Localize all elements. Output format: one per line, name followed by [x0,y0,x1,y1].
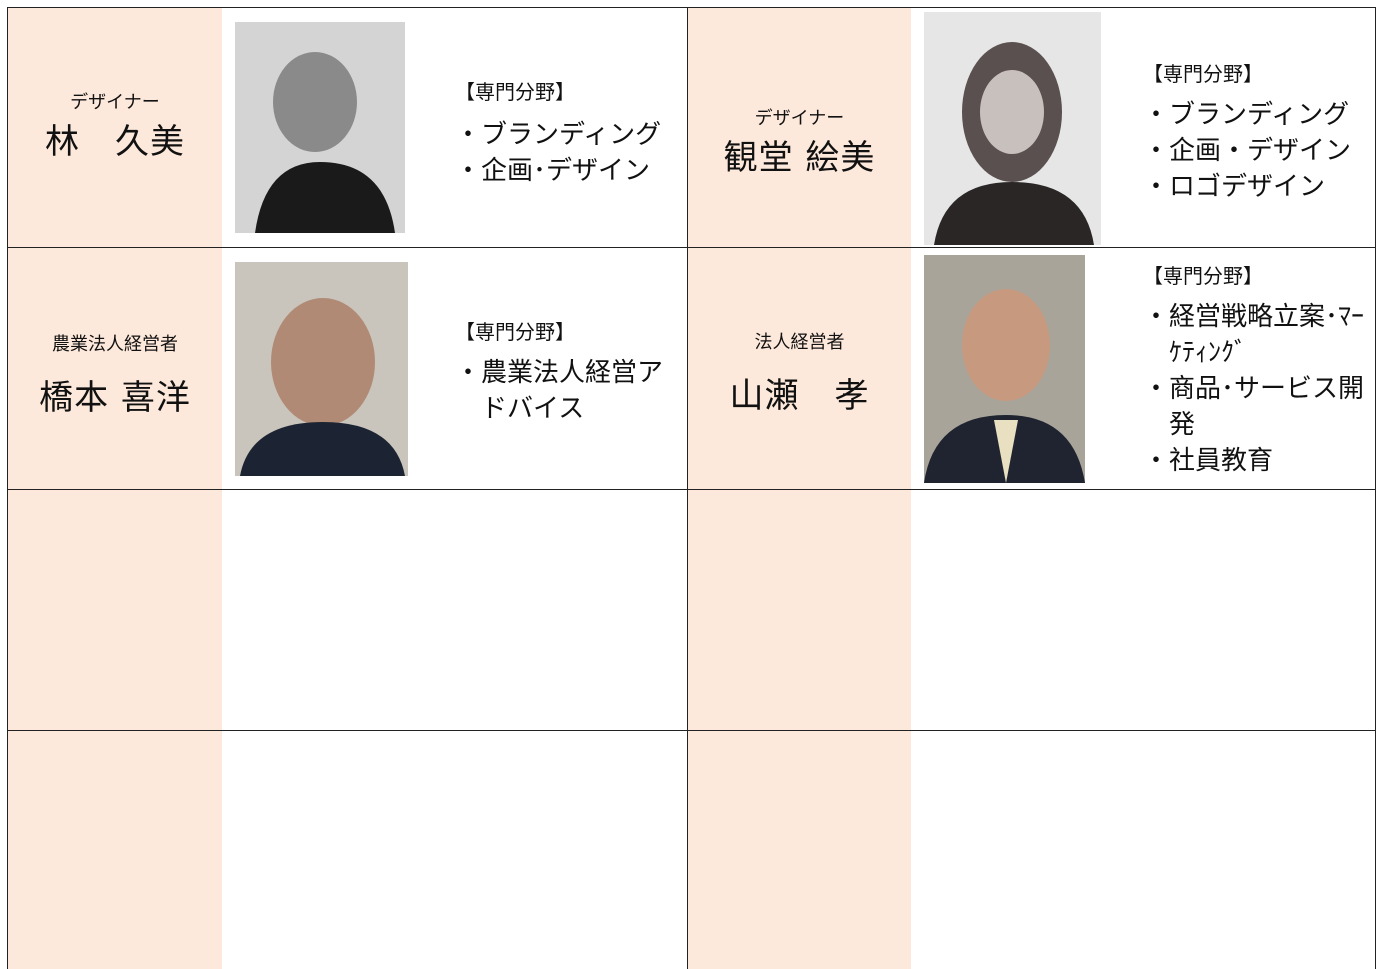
field-item: ・ロゴデザイン [1143,172,1326,202]
role: デザイナー [754,108,845,129]
fields: 【専門分野】 ・ブランディング ・企画・デザイン ・ロゴデザイン [1143,58,1368,205]
photo [235,22,405,233]
role-column [688,8,911,969]
photo [235,262,408,476]
name: 林 久美 [45,122,185,162]
role-column [8,8,222,969]
field-heading: 【専門分野】 [1143,62,1263,86]
role-block: 法人経営者 山瀬 孝 [688,328,911,417]
field-item: ・経営戦略立案･ﾏｰｹﾃｨﾝｸﾞ [1143,302,1365,368]
photo [924,12,1101,245]
field-item: ・農業法人経営アドバイス [455,358,664,424]
field-item: ・ブランディング [1143,100,1350,130]
role: 農業法人経営者 [52,334,178,355]
name: 山瀬 孝 [729,376,870,416]
role-block: デザイナー 林 久美 [8,88,222,163]
role-block: 農業法人経営者 橋本 喜洋 [8,330,222,419]
role: デザイナー [70,92,160,113]
name: 橋本 喜洋 [39,378,191,418]
fields: 【専門分野】 ・農業法人経営アドバイス [455,316,680,427]
field-heading: 【専門分野】 [455,80,575,104]
field-item: ・社員教育 [1143,446,1274,476]
photo [924,255,1085,483]
field-heading: 【専門分野】 [1143,264,1263,288]
fields: 【専門分野】 ・経営戦略立案･ﾏｰｹﾃｨﾝｸﾞ ・商品･サービス開発 ・社員教育 [1143,260,1368,479]
border [8,489,1376,490]
border [7,7,8,969]
border [8,7,1376,8]
field-item: ・商品･サービス開発 [1143,374,1365,440]
role-block: デザイナー 観堂 絵美 [688,104,911,179]
border [8,247,1376,248]
field-item: ・ブランディング [455,120,662,150]
border [8,730,1376,731]
border [687,7,688,969]
role: 法人経営者 [754,332,845,353]
field-item: ・企画・デザイン [1143,136,1352,166]
border [1375,7,1376,969]
name: 観堂 絵美 [723,138,876,178]
field-heading: 【専門分野】 [455,320,575,344]
field-item: ・企画･デザイン [455,156,651,186]
fields: 【専門分野】 ・ブランディング ・企画･デザイン [455,76,680,189]
